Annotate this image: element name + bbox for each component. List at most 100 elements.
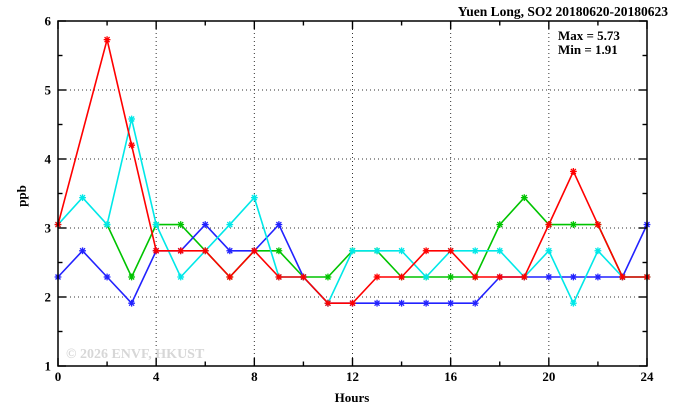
data-point-marker bbox=[471, 247, 479, 255]
x-tick-label-12: 12 bbox=[346, 369, 359, 384]
marker-stroke bbox=[423, 247, 430, 254]
data-point-marker bbox=[422, 247, 430, 255]
data-point-marker bbox=[152, 247, 160, 255]
data-point-marker bbox=[201, 247, 209, 255]
data-point-marker bbox=[520, 273, 528, 281]
marker-stroke bbox=[202, 247, 209, 254]
marker-stroke bbox=[226, 221, 233, 228]
marker-stroke bbox=[496, 221, 503, 228]
chart-title: Yuen Long, SO2 20180620-20180623 bbox=[458, 4, 669, 19]
data-point-marker bbox=[398, 247, 405, 255]
data-point-marker bbox=[275, 273, 283, 281]
data-point-marker bbox=[422, 273, 430, 281]
data-point-marker bbox=[619, 273, 626, 281]
max-annotation: Max = 5.73 bbox=[558, 28, 620, 43]
data-point-marker bbox=[422, 299, 430, 307]
marker-stroke bbox=[300, 274, 307, 280]
marker-stroke bbox=[275, 221, 282, 228]
marker-stroke bbox=[374, 274, 381, 280]
marker-stroke bbox=[104, 274, 111, 280]
data-point-marker bbox=[275, 247, 283, 255]
marker-stroke bbox=[128, 274, 135, 280]
marker-stroke bbox=[374, 300, 381, 307]
data-point-marker bbox=[471, 273, 479, 281]
data-point-marker bbox=[447, 247, 455, 255]
data-point-marker bbox=[128, 299, 136, 307]
marker-stroke bbox=[275, 247, 282, 254]
data-point-marker bbox=[226, 221, 234, 228]
marker-stroke bbox=[177, 247, 184, 254]
data-point-marker bbox=[324, 299, 332, 307]
x-tick-label-16: 16 bbox=[444, 369, 458, 384]
marker-stroke bbox=[570, 168, 577, 175]
x-tick-label-20: 20 bbox=[542, 369, 555, 384]
marker-stroke bbox=[496, 247, 503, 254]
data-point-marker bbox=[79, 247, 86, 255]
data-point-marker bbox=[373, 273, 381, 281]
marker-stroke bbox=[594, 221, 601, 228]
marker-stroke bbox=[545, 274, 552, 280]
data-point-marker bbox=[545, 221, 553, 228]
data-point-marker bbox=[324, 273, 332, 281]
series-layer bbox=[54, 36, 651, 307]
min-annotation: Min = 1.91 bbox=[558, 42, 618, 57]
data-point-marker bbox=[496, 273, 504, 281]
marker-stroke bbox=[472, 274, 479, 280]
data-point-marker bbox=[103, 273, 111, 281]
marker-stroke bbox=[374, 247, 381, 254]
marker-stroke bbox=[447, 300, 454, 307]
series-red-line bbox=[57, 39, 647, 305]
data-point-marker bbox=[569, 221, 577, 228]
x-tick-label-0: 0 bbox=[55, 369, 62, 384]
series-green-line bbox=[106, 196, 647, 279]
x-axis-label: Hours bbox=[335, 390, 370, 405]
marker-stroke bbox=[177, 274, 184, 280]
data-point-marker bbox=[250, 247, 258, 255]
data-point-marker bbox=[128, 115, 136, 123]
marker-stroke bbox=[226, 274, 233, 280]
marker-stroke bbox=[423, 274, 430, 280]
data-point-marker bbox=[177, 247, 185, 255]
marker-stroke bbox=[496, 274, 503, 280]
marker-stroke bbox=[275, 274, 282, 280]
data-point-marker bbox=[177, 221, 185, 228]
marker-stroke bbox=[128, 116, 135, 122]
marker-stroke bbox=[324, 274, 331, 280]
data-point-marker bbox=[398, 299, 405, 307]
data-point-marker bbox=[594, 247, 602, 255]
marker-stroke bbox=[226, 247, 233, 254]
marker-stroke bbox=[324, 300, 331, 307]
data-point-marker bbox=[569, 299, 577, 307]
marker-stroke bbox=[619, 274, 626, 280]
data-point-marker bbox=[226, 247, 234, 255]
data-point-marker bbox=[201, 221, 209, 228]
marker-stroke bbox=[153, 221, 160, 228]
marker-stroke bbox=[570, 274, 577, 280]
marker-stroke bbox=[472, 300, 479, 307]
data-point-marker bbox=[103, 221, 111, 228]
marker-stroke bbox=[104, 36, 111, 43]
data-point-marker bbox=[373, 299, 381, 307]
marker-stroke bbox=[423, 300, 430, 307]
marker-stroke bbox=[79, 247, 86, 254]
marker-stroke bbox=[128, 300, 135, 307]
data-point-marker bbox=[128, 273, 136, 281]
y-tick-label-3: 3 bbox=[45, 221, 52, 236]
x-tick-label-24: 24 bbox=[641, 369, 655, 384]
y-tick-label-5: 5 bbox=[45, 83, 52, 98]
x-tick-label-4: 4 bbox=[153, 369, 160, 384]
marker-stroke bbox=[128, 142, 135, 149]
data-point-marker bbox=[545, 247, 553, 255]
data-point-marker bbox=[128, 141, 136, 149]
marker-stroke bbox=[79, 194, 86, 201]
data-point-marker bbox=[103, 36, 111, 44]
data-point-marker bbox=[300, 273, 307, 281]
marker-stroke bbox=[594, 247, 601, 254]
marker-stroke bbox=[398, 274, 405, 280]
data-point-marker bbox=[545, 273, 553, 281]
marker-stroke bbox=[251, 194, 258, 201]
series-red bbox=[54, 36, 651, 307]
